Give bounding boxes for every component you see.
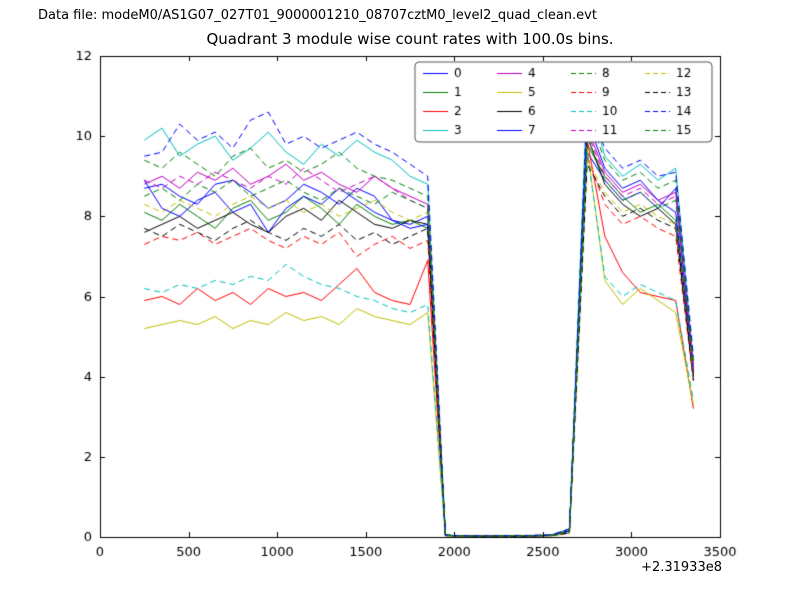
chart-title: Quadrant 3 module wise count rates with … (206, 30, 614, 48)
x-axis-offset-label: +2.31933e8 (641, 560, 722, 575)
datafile-label: Data file: modeM0/AS1G07_027T01_90000012… (38, 8, 597, 23)
